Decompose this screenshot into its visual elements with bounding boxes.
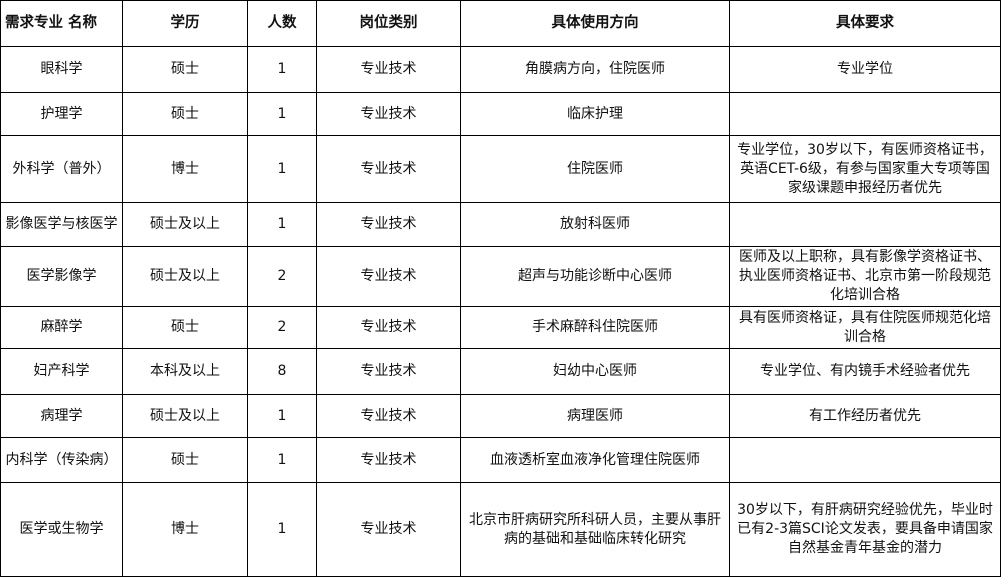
header-count: 人数 bbox=[247, 0, 317, 47]
cell-direction: 临床护理 bbox=[460, 92, 730, 136]
cell-requirements: 专业学位 bbox=[729, 46, 1001, 93]
cell-count: 1 bbox=[247, 46, 317, 93]
table-row: 护理学 硕士 1 专业技术 临床护理 bbox=[0, 92, 1001, 136]
cell-major: 护理学 bbox=[0, 92, 123, 136]
cell-degree: 硕士 bbox=[122, 306, 248, 349]
cell-requirements: 30岁以下，有肝病研究经验优先，毕业时已有2-3篇SCI论文发表，要具备申请国家… bbox=[729, 482, 1001, 577]
cell-major: 医学或生物学 bbox=[0, 482, 123, 577]
cell-count: 8 bbox=[247, 348, 317, 395]
cell-degree: 硕士及以上 bbox=[122, 394, 248, 438]
cell-major: 医学影像学 bbox=[0, 246, 123, 307]
table-row: 医学或生物学 博士 1 专业技术 北京市肝病研究所科研人员，主要从事肝病的基础和基础临床… bbox=[0, 482, 1001, 577]
cell-major: 麻醉学 bbox=[0, 306, 123, 349]
cell-degree: 硕士 bbox=[122, 92, 248, 136]
cell-count: 1 bbox=[247, 202, 317, 247]
cell-category: 专业技术 bbox=[316, 482, 461, 577]
cell-requirements bbox=[729, 92, 1001, 136]
cell-category: 专业技术 bbox=[316, 394, 461, 438]
cell-direction: 病理医师 bbox=[460, 394, 730, 438]
cell-degree: 博士 bbox=[122, 135, 248, 203]
cell-major: 外科学（普外） bbox=[0, 135, 123, 203]
table-row: 病理学 硕士及以上 1 专业技术 病理医师 有工作经历者优先 bbox=[0, 394, 1001, 438]
cell-count: 1 bbox=[247, 135, 317, 203]
cell-count: 1 bbox=[247, 92, 317, 136]
cell-major: 眼科学 bbox=[0, 46, 123, 93]
cell-direction: 角膜病方向，住院医师 bbox=[460, 46, 730, 93]
cell-requirements: 医师及以上职称，具有影像学资格证书、执业医师资格证书、北京市第一阶段规范化培训合… bbox=[729, 246, 1001, 307]
cell-requirements: 专业学位、有内镜手术经验者优先 bbox=[729, 348, 1001, 395]
cell-category: 专业技术 bbox=[316, 92, 461, 136]
cell-major: 病理学 bbox=[0, 394, 123, 438]
cell-degree: 博士 bbox=[122, 482, 248, 577]
cell-degree: 硕士 bbox=[122, 46, 248, 93]
cell-requirements: 有工作经历者优先 bbox=[729, 394, 1001, 438]
table-row: 眼科学 硕士 1 专业技术 角膜病方向，住院医师 专业学位 bbox=[0, 46, 1001, 93]
cell-direction: 放射科医师 bbox=[460, 202, 730, 247]
table-row: 内科学（传染病） 硕士 1 专业技术 血液透析室血液净化管理住院医师 bbox=[0, 437, 1001, 483]
cell-direction: 超声与功能诊断中心医师 bbox=[460, 246, 730, 307]
table-row: 外科学（普外） 博士 1 专业技术 住院医师 专业学位，30岁以下，有医师资格证书，英语C… bbox=[0, 135, 1001, 203]
cell-category: 专业技术 bbox=[316, 202, 461, 247]
cell-count: 1 bbox=[247, 437, 317, 483]
cell-degree: 硕士 bbox=[122, 437, 248, 483]
table-row: 妇产科学 本科及以上 8 专业技术 妇幼中心医师 专业学位、有内镜手术经验者优先 bbox=[0, 348, 1001, 395]
cell-major: 内科学（传染病） bbox=[0, 437, 123, 483]
cell-direction: 妇幼中心医师 bbox=[460, 348, 730, 395]
cell-category: 专业技术 bbox=[316, 437, 461, 483]
cell-requirements: 具有医师资格证，具有住院医师规范化培训合格 bbox=[729, 306, 1001, 349]
cell-requirements: 专业学位，30岁以下，有医师资格证书，英语CET-6级，有参与国家重大专项等国家… bbox=[729, 135, 1001, 203]
cell-category: 专业技术 bbox=[316, 135, 461, 203]
cell-direction: 住院医师 bbox=[460, 135, 730, 203]
cell-count: 1 bbox=[247, 394, 317, 438]
header-requirements: 具体要求 bbox=[729, 0, 1001, 47]
cell-count: 1 bbox=[247, 482, 317, 577]
cell-direction: 血液透析室血液净化管理住院医师 bbox=[460, 437, 730, 483]
header-category: 岗位类别 bbox=[316, 0, 461, 47]
cell-requirements bbox=[729, 202, 1001, 247]
cell-category: 专业技术 bbox=[316, 348, 461, 395]
table-row: 麻醉学 硕士 2 专业技术 手术麻醉科住院医师 具有医师资格证，具有住院医师规范化培训合格 bbox=[0, 306, 1001, 349]
cell-category: 专业技术 bbox=[316, 46, 461, 93]
cell-count: 2 bbox=[247, 246, 317, 307]
cell-requirements bbox=[729, 437, 1001, 483]
table-body: 眼科学 硕士 1 专业技术 角膜病方向，住院医师 专业学位 护理学 硕士 1 专业技术 临床护理 外科… bbox=[0, 46, 1001, 577]
header-row: 需求专业 名称 学历 人数 岗位类别 具体使用方向 具体要求 bbox=[0, 0, 1001, 47]
cell-degree: 本科及以上 bbox=[122, 348, 248, 395]
header-major: 需求专业 名称 bbox=[0, 0, 123, 47]
cell-degree: 硕士及以上 bbox=[122, 246, 248, 307]
cell-direction: 北京市肝病研究所科研人员，主要从事肝病的基础和基础临床转化研究 bbox=[460, 482, 730, 577]
header-degree: 学历 bbox=[122, 0, 248, 47]
cell-direction: 手术麻醉科住院医师 bbox=[460, 306, 730, 349]
table-row: 影像医学与核医学 硕士及以上 1 专业技术 放射科医师 bbox=[0, 202, 1001, 247]
table-row: 医学影像学 硕士及以上 2 专业技术 超声与功能诊断中心医师 医师及以上职称，具有影像学资… bbox=[0, 246, 1001, 307]
header-direction: 具体使用方向 bbox=[460, 0, 730, 47]
cell-major: 影像医学与核医学 bbox=[0, 202, 123, 247]
cell-category: 专业技术 bbox=[316, 306, 461, 349]
cell-count: 2 bbox=[247, 306, 317, 349]
cell-major: 妇产科学 bbox=[0, 348, 123, 395]
cell-degree: 硕士及以上 bbox=[122, 202, 248, 247]
cell-category: 专业技术 bbox=[316, 246, 461, 307]
